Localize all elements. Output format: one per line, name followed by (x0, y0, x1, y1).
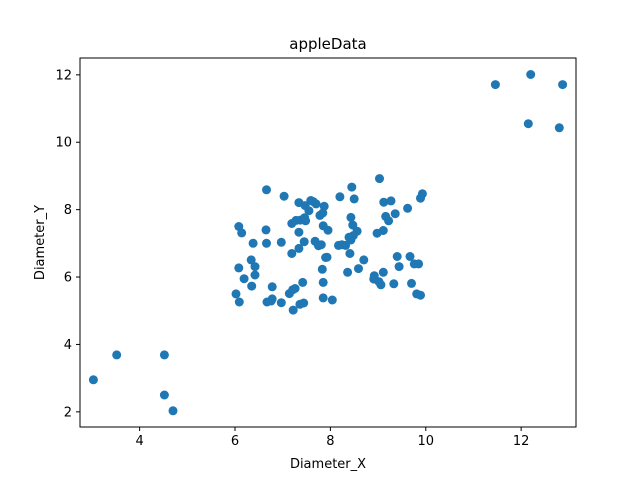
data-point (279, 191, 289, 201)
data-point (322, 252, 332, 262)
data-point (343, 267, 353, 277)
data-point (375, 174, 384, 184)
data-point (237, 228, 247, 238)
data-point (159, 390, 169, 400)
data-point (327, 295, 337, 305)
data-point (416, 193, 425, 203)
data-point (389, 279, 399, 289)
data-point (304, 206, 314, 216)
data-point (523, 119, 533, 129)
data-point (250, 262, 260, 272)
data-point (414, 259, 424, 269)
x-tick-label: 10 (417, 434, 434, 449)
data-point (359, 255, 369, 265)
points-layer (88, 70, 568, 416)
data-point (369, 271, 379, 281)
x-axis-label: Diameter_X (290, 457, 366, 472)
data-point (376, 280, 386, 290)
data-point (490, 80, 500, 90)
data-point (231, 289, 241, 299)
data-point (349, 194, 359, 204)
data-point (294, 227, 304, 237)
data-point (267, 294, 277, 304)
data-point (526, 70, 536, 79)
data-point (403, 203, 413, 213)
data-point (416, 290, 425, 300)
data-point (394, 262, 404, 272)
data-point (558, 80, 568, 90)
data-point (337, 240, 347, 250)
y-tick-label: 2 (64, 405, 72, 420)
data-point (345, 249, 355, 258)
data-point (234, 297, 244, 307)
data-point (299, 237, 309, 247)
data-point (250, 270, 260, 280)
y-tick-label: 8 (64, 203, 72, 218)
x-tick-label: 12 (513, 434, 530, 449)
data-point (405, 252, 415, 261)
data-point (392, 252, 402, 261)
data-point (287, 249, 297, 258)
y-tick-label: 4 (64, 338, 72, 353)
data-point (298, 277, 308, 287)
data-point (168, 406, 178, 416)
data-point (407, 278, 416, 288)
data-point (372, 228, 382, 238)
data-point (384, 216, 394, 226)
data-point (347, 182, 357, 192)
data-point (301, 216, 311, 226)
data-point (319, 201, 329, 211)
data-point (262, 238, 271, 248)
data-point (344, 232, 354, 242)
data-point (261, 225, 271, 235)
data-point (290, 284, 300, 293)
y-tick-label: 10 (55, 136, 72, 151)
data-point (246, 255, 256, 265)
data-point (262, 185, 271, 195)
y-tick-label: 12 (55, 68, 72, 83)
data-point (267, 282, 277, 292)
data-point (354, 264, 363, 274)
data-point (239, 274, 249, 284)
data-point (379, 197, 389, 207)
data-point (276, 298, 286, 308)
data-point (390, 209, 400, 219)
plot-frame (79, 57, 577, 428)
data-point (311, 199, 321, 209)
x-tick-label: 6 (231, 434, 239, 449)
data-point (317, 264, 327, 274)
y-axis-label: Diameter_Y (33, 205, 48, 280)
data-point (112, 350, 122, 360)
data-point (386, 196, 396, 206)
data-point (316, 240, 326, 250)
data-point (276, 237, 286, 247)
data-point (318, 277, 328, 287)
data-point (318, 293, 328, 303)
data-point (323, 225, 333, 235)
data-point (318, 208, 328, 218)
data-point (248, 238, 258, 248)
data-point (554, 123, 564, 133)
data-point (378, 267, 388, 277)
x-tick-label: 8 (326, 434, 334, 449)
data-point (288, 305, 298, 315)
data-point (88, 375, 98, 385)
data-point (299, 298, 309, 308)
data-point (346, 212, 356, 222)
data-point (247, 281, 257, 291)
y-tick-label: 6 (64, 271, 72, 286)
data-point (234, 263, 244, 273)
x-tick-label: 4 (135, 434, 143, 449)
chart-title: appleData (289, 35, 366, 53)
data-point (335, 192, 345, 202)
data-point (159, 350, 169, 360)
ticks-layer: 4 6 8 10 12 2 4 6 8 10 12 (55, 68, 529, 449)
data-point (294, 243, 304, 253)
data-point (287, 219, 297, 228)
